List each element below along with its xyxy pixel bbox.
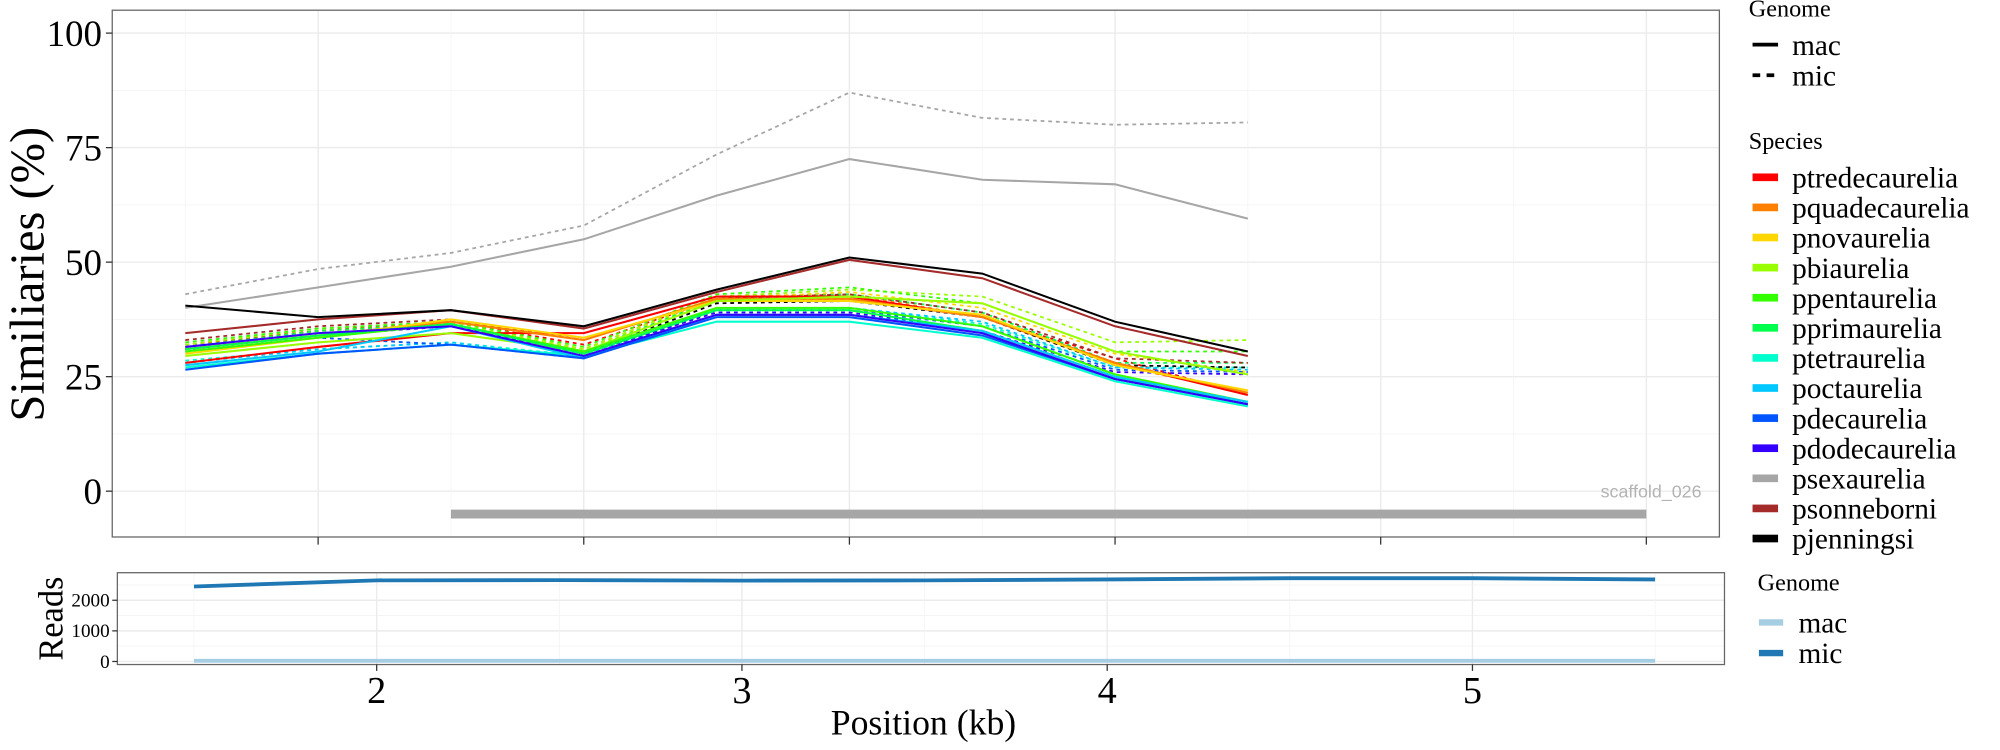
y-tick-label: 0 <box>84 471 102 512</box>
legend-label-pprimaurelia: pprimaurelia <box>1792 313 1942 345</box>
legend-key-ptetraurelia <box>1752 354 1779 362</box>
reads-legend-label-mic: mic <box>1798 638 1842 670</box>
legend-label-pquadecaurelia: pquadecaurelia <box>1792 193 1970 225</box>
legend-label-ptredecaurelia: ptredecaurelia <box>1792 162 1958 194</box>
legend-key-ptredecaurelia <box>1752 173 1779 182</box>
reads-axis-ticks: 0 1000 2000 2 3 4 5 <box>71 591 1482 712</box>
line-pjenningsi-mac <box>185 256 1249 353</box>
reads-grid <box>117 572 1725 665</box>
legend-key-pquadecaurelia <box>1752 203 1779 212</box>
reads-lines <box>193 576 1656 663</box>
legend-label-pjenningsi: pjenningsi <box>1792 524 1914 556</box>
similarity-grid <box>112 10 1720 537</box>
y-axis-title-similarity: Similiaries (%) <box>1 127 54 422</box>
genome-legend: Genome mac mic <box>1749 0 1841 92</box>
y-tick-label: 1000 <box>71 621 109 642</box>
line-pdodecaurelia-mac <box>185 313 1249 406</box>
legend-label-mic: mic <box>1792 60 1836 92</box>
legend-key-pprimaurelia <box>1752 323 1779 332</box>
legend-key-pjenningsi <box>1752 534 1779 543</box>
reads-legend-title: Genome <box>1758 570 1840 597</box>
line-psexaurelia-mic <box>185 91 1248 296</box>
reads-legend: Genome mac mic <box>1758 570 1848 671</box>
line-psonneborni-mac <box>185 258 1249 357</box>
legend-label-pdodecaurelia: pdodecaurelia <box>1792 433 1956 465</box>
legend-label-pbiaurelia: pbiaurelia <box>1792 253 1909 285</box>
legend-key-poctaurelia <box>1752 384 1779 392</box>
legend-label-mac: mac <box>1792 30 1841 62</box>
legend-label-psexaurelia: psexaurelia <box>1792 464 1926 496</box>
similarity-axis-ticks: 0 25 50 75 100 <box>47 13 1647 545</box>
reads-legend-label-mac: mac <box>1798 608 1847 640</box>
line-pbiaurelia-mac <box>185 295 1249 376</box>
similarity-panel-border <box>111 9 1721 538</box>
line-ppentaurelia-mac <box>185 306 1249 403</box>
line-psexaurelia-mac <box>185 158 1249 309</box>
x-tick-label: 3 <box>732 670 751 712</box>
y-tick-label: 100 <box>47 13 102 54</box>
species-legend-title: Species <box>1749 128 1823 155</box>
legend-label-poctaurelia: poctaurelia <box>1792 373 1922 405</box>
y-tick-label: 50 <box>65 242 102 283</box>
legend-key-psonneborni <box>1752 504 1779 513</box>
legend-key-pbiaurelia <box>1752 263 1779 272</box>
legend-key-pdecaurelia <box>1752 414 1779 422</box>
legend-key-psexaurelia <box>1752 474 1779 483</box>
legend-label-ppentaurelia: ppentaurelia <box>1792 283 1937 315</box>
genome-legend-title: Genome <box>1749 0 1831 23</box>
x-axis-title: Position (kb) <box>831 703 1016 743</box>
line-psonneborni-mic <box>185 293 1248 364</box>
x-tick-label: 4 <box>1098 670 1117 712</box>
species-legend: Species ptredecaureliapquadecaureliapnov… <box>1749 128 1970 555</box>
legend-key-pnovaurelia <box>1752 233 1779 242</box>
line-poctaurelia-mic <box>185 307 1248 371</box>
y-tick-label: 75 <box>65 127 102 168</box>
legend-key-ppentaurelia <box>1752 293 1779 302</box>
y-tick-label: 0 <box>100 652 110 673</box>
legend-label-psonneborni: psonneborni <box>1792 494 1937 526</box>
x-tick-label: 2 <box>367 670 386 712</box>
reads-line-mic <box>193 576 1656 589</box>
similarity-lines <box>185 91 1249 408</box>
reads-panel-border <box>116 572 1726 666</box>
y-axis-title-reads: Reads <box>33 577 71 661</box>
scaffold-label: scaffold_026 <box>1601 481 1702 502</box>
y-tick-label: 25 <box>65 356 102 397</box>
legend-label-pnovaurelia: pnovaurelia <box>1792 223 1930 255</box>
legend-key-pdodecaurelia <box>1752 444 1779 453</box>
y-tick-label: 2000 <box>71 591 109 612</box>
legend-label-pdecaurelia: pdecaurelia <box>1792 403 1927 435</box>
legend-label-ptetraurelia: ptetraurelia <box>1792 343 1926 375</box>
x-tick-label: 5 <box>1463 670 1482 712</box>
